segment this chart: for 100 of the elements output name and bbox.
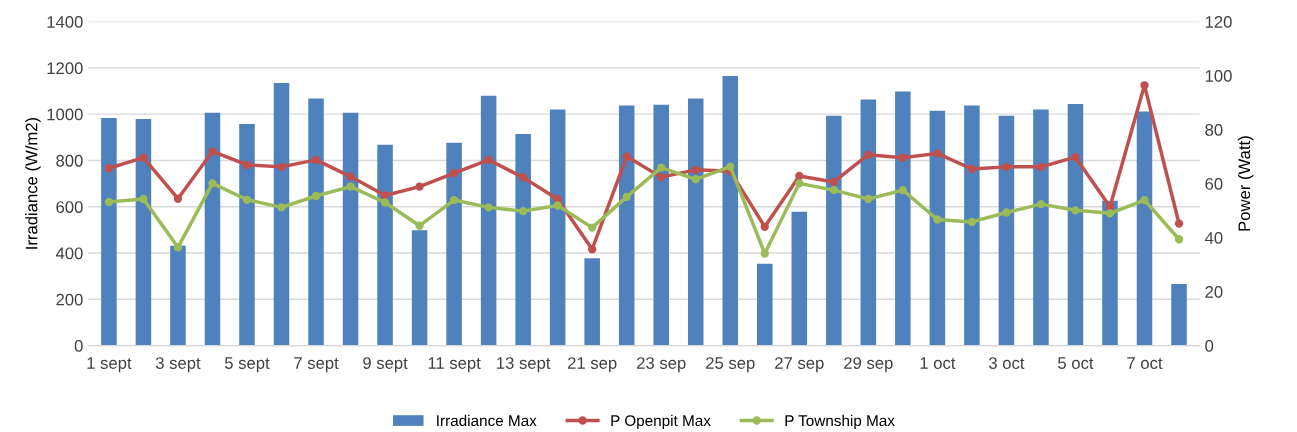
point: [588, 223, 597, 232]
bar: [273, 82, 290, 346]
x-tick-label: 3 oct: [988, 357, 1025, 369]
y-tick-label: 800: [56, 154, 83, 167]
bar: [998, 115, 1015, 346]
point: [277, 162, 286, 172]
bar: [860, 99, 877, 346]
point: [1174, 235, 1184, 244]
bar: [791, 211, 808, 346]
point: [242, 160, 252, 170]
point: [1140, 81, 1149, 90]
bar: [446, 142, 462, 346]
bar: [1102, 200, 1118, 346]
point: [657, 172, 666, 182]
point: [242, 195, 252, 204]
point: [760, 222, 769, 231]
y2-tick-label: 0: [1205, 340, 1214, 352]
x-tick-label: 29 sep: [844, 357, 893, 373]
point: [346, 182, 355, 191]
point: [967, 164, 977, 174]
bar: [1136, 111, 1153, 346]
x-tick-label: 13 sept: [497, 357, 551, 373]
point: [449, 195, 459, 205]
point: [173, 194, 183, 203]
x-tick-label: 7 oct: [1127, 357, 1163, 369]
y2-tick-label: 20: [1205, 286, 1223, 298]
bar: [515, 134, 531, 346]
x-tick-label: 5 oct: [1058, 357, 1094, 369]
bar: [964, 105, 980, 346]
bar: [239, 124, 255, 346]
point: [1036, 199, 1046, 209]
point: [829, 177, 838, 187]
point: [346, 172, 355, 181]
point: [173, 243, 183, 252]
bar: [342, 112, 359, 346]
point: [588, 245, 597, 254]
bar: [618, 105, 635, 346]
y-tick-label: 200: [56, 293, 83, 306]
point: [691, 165, 700, 174]
x-tick-label: 1 oct: [920, 357, 956, 369]
point: [795, 179, 804, 188]
y2-tick-label: 60: [1205, 178, 1223, 190]
bar: [549, 109, 566, 346]
y2-tick-label: 120: [1205, 16, 1232, 28]
x-tick-label: 7 sept: [294, 357, 339, 373]
bar: [895, 91, 911, 346]
bar: [1067, 103, 1084, 346]
point: [139, 194, 148, 204]
point: [829, 185, 838, 195]
y-tick-label: 0: [74, 340, 83, 352]
point: [104, 197, 114, 207]
x-tick-label: 3 sept: [155, 357, 201, 373]
point: [1002, 162, 1011, 172]
point: [898, 153, 908, 162]
bar: [308, 98, 324, 346]
x-tick-label: 21 sep: [568, 357, 617, 373]
point: [933, 215, 942, 224]
bar: [722, 75, 739, 346]
x-tick-label: 27 sep: [775, 357, 824, 373]
bar: [204, 112, 221, 346]
bar: [687, 98, 704, 346]
y-tick-label: 1000: [47, 108, 83, 121]
bar: [757, 263, 773, 346]
point: [622, 192, 631, 201]
y2-tick-label: 100: [1205, 70, 1232, 82]
x-tick-label: 5 sept: [224, 357, 270, 373]
point: [760, 249, 769, 258]
bar: [653, 104, 669, 346]
y-axis-title: Irradiance (W/m2): [25, 117, 41, 249]
point: [449, 168, 459, 178]
point: [1071, 152, 1080, 162]
y-tick-label: 1400: [47, 16, 83, 28]
point: [795, 171, 804, 181]
bar: [929, 110, 946, 346]
bar: [1171, 284, 1187, 346]
x-tick-label: 11 sept: [428, 357, 481, 373]
point: [277, 203, 286, 212]
point: [311, 191, 321, 201]
point: [933, 149, 942, 158]
point: [691, 175, 700, 184]
point: [1002, 208, 1011, 217]
x-tick-label: 9 sept: [363, 357, 408, 373]
legend-label: Irradiance Max: [437, 414, 537, 427]
y-tick-label: 600: [56, 201, 83, 213]
bar: [480, 95, 497, 346]
point: [484, 155, 493, 165]
point: [1140, 195, 1149, 205]
point: [139, 153, 148, 162]
y2-tick-label: 80: [1205, 124, 1223, 136]
point: [484, 203, 493, 212]
bar: [584, 258, 600, 346]
point: [967, 217, 977, 227]
point: [657, 163, 666, 172]
point: [380, 191, 390, 200]
bar: [135, 119, 152, 346]
point: [208, 147, 217, 156]
bar: [101, 118, 117, 346]
y-tick-label: 1200: [47, 62, 83, 75]
point: [898, 185, 908, 195]
point: [1105, 209, 1115, 218]
